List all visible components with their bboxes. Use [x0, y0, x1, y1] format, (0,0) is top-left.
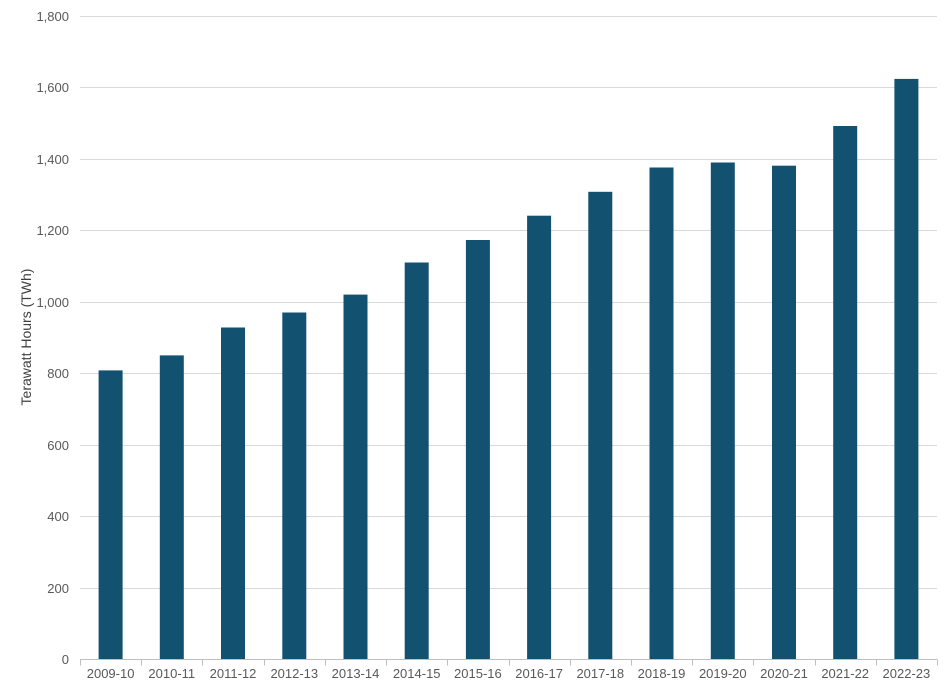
- bar: [772, 165, 796, 659]
- bar: [894, 78, 919, 659]
- y-tick-label: 1,800: [36, 9, 69, 24]
- y-tick-label: 600: [47, 438, 69, 453]
- x-tick-label: 2009-10: [87, 666, 135, 681]
- y-tick-label: 1,000: [36, 295, 69, 310]
- bar: [588, 191, 613, 660]
- x-tick-label: 2010-11: [148, 666, 195, 681]
- y-tick-label: 1,600: [36, 80, 69, 95]
- y-tick-label: 1,200: [36, 223, 69, 238]
- bar: [527, 215, 552, 659]
- y-axis-label: Terawatt Hours (TWh): [18, 269, 34, 406]
- x-tick-label: 2016-17: [515, 666, 563, 681]
- x-tick-label: 2020-21: [760, 666, 808, 681]
- gridlines: [80, 16, 937, 589]
- bar: [159, 355, 184, 659]
- bar: [98, 370, 123, 659]
- bar: [710, 162, 735, 659]
- y-tick-label: 1,400: [36, 152, 69, 167]
- x-tick-label: 2011-12: [210, 666, 257, 681]
- x-tick-label: 2013-14: [332, 666, 380, 681]
- bar: [649, 167, 674, 659]
- x-tick-label: 2015-16: [454, 666, 502, 681]
- x-tick-label: 2022-23: [883, 666, 931, 681]
- bar: [404, 262, 429, 659]
- x-tick-label: 2012-13: [270, 666, 318, 681]
- bar: [465, 240, 490, 659]
- y-tick-label: 800: [47, 366, 69, 381]
- x-tick-label: 2018-19: [638, 666, 686, 681]
- bars: [98, 78, 919, 660]
- bar: [282, 312, 307, 659]
- y-tick-label: 400: [47, 509, 69, 524]
- y-tick-label: 200: [47, 581, 69, 596]
- x-tick-label: 2014-15: [393, 666, 441, 681]
- x-tick-label: 2019-20: [699, 666, 747, 681]
- x-tick-label: 2017-18: [576, 666, 624, 681]
- bar: [221, 327, 245, 659]
- y-tick-label: 0: [62, 652, 69, 667]
- x-tick-label: 2021-22: [821, 666, 869, 681]
- bar: [833, 126, 858, 659]
- bar: [343, 294, 368, 659]
- axes: 0 200 400 600 800 1,000 1,200 1,400 1,600 1,800 20…: [36, 9, 938, 681]
